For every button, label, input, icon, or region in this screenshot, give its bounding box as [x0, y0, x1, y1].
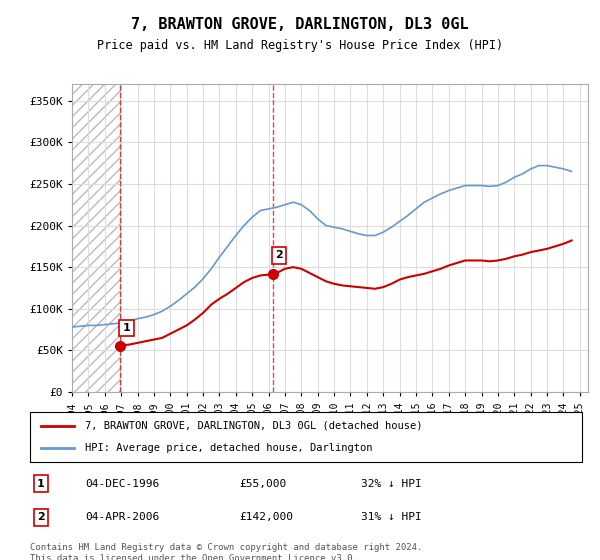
Text: £142,000: £142,000	[240, 512, 294, 522]
Text: 04-DEC-1996: 04-DEC-1996	[85, 479, 160, 489]
Text: 2: 2	[37, 512, 45, 522]
Text: Contains HM Land Registry data © Crown copyright and database right 2024.
This d: Contains HM Land Registry data © Crown c…	[30, 543, 422, 560]
Text: 1: 1	[37, 479, 45, 489]
Text: 32% ↓ HPI: 32% ↓ HPI	[361, 479, 422, 489]
Text: 2: 2	[275, 250, 283, 260]
FancyBboxPatch shape	[30, 412, 582, 462]
Text: 1: 1	[122, 323, 130, 333]
Text: 31% ↓ HPI: 31% ↓ HPI	[361, 512, 422, 522]
Text: HPI: Average price, detached house, Darlington: HPI: Average price, detached house, Darl…	[85, 443, 373, 453]
Text: 7, BRAWTON GROVE, DARLINGTON, DL3 0GL (detached house): 7, BRAWTON GROVE, DARLINGTON, DL3 0GL (d…	[85, 421, 422, 431]
Text: 7, BRAWTON GROVE, DARLINGTON, DL3 0GL: 7, BRAWTON GROVE, DARLINGTON, DL3 0GL	[131, 17, 469, 32]
Text: 04-APR-2006: 04-APR-2006	[85, 512, 160, 522]
Text: £55,000: £55,000	[240, 479, 287, 489]
Text: Price paid vs. HM Land Registry's House Price Index (HPI): Price paid vs. HM Land Registry's House …	[97, 39, 503, 52]
